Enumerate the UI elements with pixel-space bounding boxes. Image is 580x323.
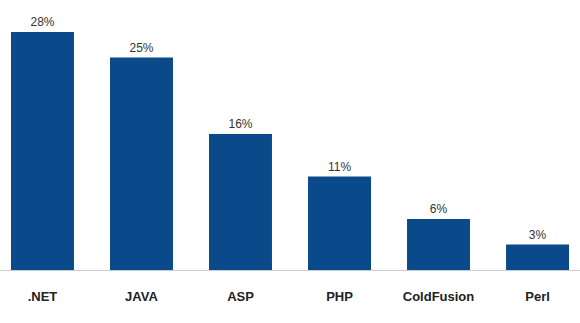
x-tick: JAVA	[125, 270, 158, 304]
x-tick-label: PHP	[326, 289, 353, 304]
x-tick-label: Perl	[525, 289, 550, 304]
x-axis-line	[1, 270, 580, 271]
data-labels: 28% 25% 16% 11% 6% 3%	[30, 15, 546, 242]
x-tick-label: JAVA	[125, 289, 158, 304]
x-tick: .NET	[28, 270, 58, 304]
data-label: 28%	[30, 15, 54, 29]
bar	[110, 58, 173, 271]
x-tick: PHP	[326, 270, 353, 304]
bar	[11, 32, 74, 270]
bars	[11, 32, 569, 270]
chart-container: 28% 25% 16% 11% 6% 3% .NET JAVA ASP PHP ColdFusion…	[0, 0, 580, 323]
x-tick: ASP	[227, 270, 254, 304]
bar	[209, 134, 272, 270]
bar	[506, 245, 569, 271]
chart: 28% 25% 16% 11% 6% 3% .NET JAVA ASP PHP ColdFusion…	[0, 0, 580, 323]
bar	[407, 219, 470, 270]
data-label: 6%	[430, 202, 448, 216]
bar	[308, 177, 371, 271]
x-tick-label: ColdFusion	[403, 289, 475, 304]
x-axis: .NET JAVA ASP PHP ColdFusion Perl	[1, 270, 580, 304]
data-label: 25%	[129, 41, 153, 55]
x-tick-label: .NET	[28, 289, 58, 304]
data-label: 3%	[529, 228, 547, 242]
x-tick: Perl	[525, 270, 550, 304]
data-label: 11%	[328, 160, 351, 174]
x-tick-label: ASP	[227, 289, 254, 304]
data-label: 16%	[228, 117, 252, 131]
x-tick: ColdFusion	[403, 270, 475, 304]
